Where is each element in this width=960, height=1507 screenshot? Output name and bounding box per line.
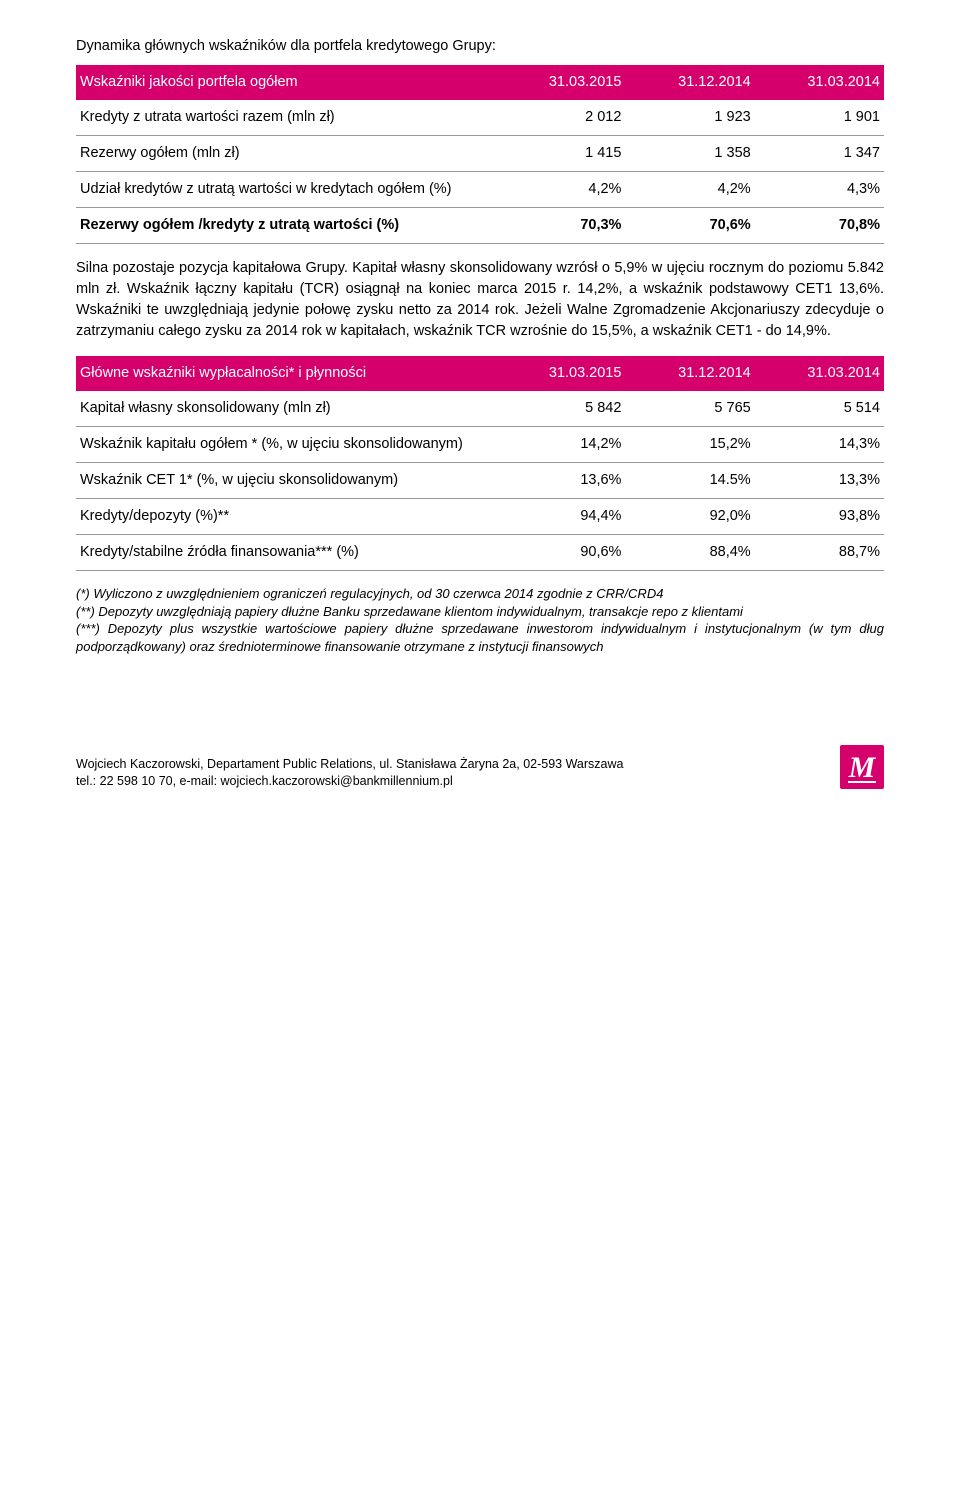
row-value: 90,6% [496, 535, 625, 571]
row-value: 1 347 [755, 136, 884, 172]
row-label: Kredyty/depozyty (%)** [76, 499, 496, 535]
row-value: 5 514 [755, 391, 884, 427]
footnote: (**) Depozyty uwzględniają papiery dłużn… [76, 603, 884, 621]
col-header: 31.03.2015 [496, 356, 625, 391]
col-header: 31.12.2014 [625, 356, 754, 391]
col-header: 31.03.2014 [755, 356, 884, 391]
table-row: Kredyty z utrata wartości razem (mln zł)… [76, 100, 884, 136]
row-value: 5 842 [496, 391, 625, 427]
row-value: 4,2% [625, 172, 754, 208]
row-value: 1 901 [755, 100, 884, 136]
col-header: 31.03.2014 [755, 65, 884, 100]
row-label: Udział kredytów z utratą wartości w kred… [76, 172, 496, 208]
row-value: 92,0% [625, 499, 754, 535]
row-value: 1 923 [625, 100, 754, 136]
row-value: 94,4% [496, 499, 625, 535]
col-header: 31.12.2014 [625, 65, 754, 100]
table-header-row: Główne wskaźniki wypłacalności* i płynno… [76, 356, 884, 391]
row-value: 2 012 [496, 100, 625, 136]
logo-underline [848, 781, 876, 783]
page-footer: Wojciech Kaczorowski, Departament Public… [76, 745, 884, 789]
row-value: 13,6% [496, 463, 625, 499]
footer-line: Wojciech Kaczorowski, Departament Public… [76, 756, 623, 773]
row-label: Rezerwy ogółem (mln zł) [76, 136, 496, 172]
footnote: (***) Depozyty plus wszystkie wartościow… [76, 620, 884, 655]
row-value: 14.5% [625, 463, 754, 499]
row-value: 14,3% [755, 427, 884, 463]
footer-line: tel.: 22 598 10 70, e-mail: wojciech.kac… [76, 773, 623, 790]
table-header-row: Wskaźniki jakości portfela ogółem 31.03.… [76, 65, 884, 100]
row-value: 88,7% [755, 535, 884, 571]
col-header: Wskaźniki jakości portfela ogółem [76, 65, 496, 100]
row-value: 70,8% [755, 208, 884, 244]
row-label: Wskaźnik CET 1* (%, w ujęciu skonsolidow… [76, 463, 496, 499]
row-value: 4,3% [755, 172, 884, 208]
col-header: 31.03.2015 [496, 65, 625, 100]
row-value: 88,4% [625, 535, 754, 571]
table-row: Rezerwy ogółem (mln zł)1 4151 3581 347 [76, 136, 884, 172]
quality-indicators-table: Wskaźniki jakości portfela ogółem 31.03.… [76, 65, 884, 244]
table-row: Kredyty/depozyty (%)**94,4%92,0%93,8% [76, 499, 884, 535]
solvency-liquidity-table: Główne wskaźniki wypłacalności* i płynno… [76, 356, 884, 571]
footer-contact: Wojciech Kaczorowski, Departament Public… [76, 756, 623, 790]
row-value: 5 765 [625, 391, 754, 427]
millennium-logo-icon: M [840, 745, 884, 789]
row-value: 1 358 [625, 136, 754, 172]
table-row: Wskaźnik kapitału ogółem * (%, w ujęciu … [76, 427, 884, 463]
row-value: 70,6% [625, 208, 754, 244]
intro-paragraph: Dynamika głównych wskaźników dla portfel… [76, 36, 884, 57]
table-row: Kredyty/stabilne źródła finansowania*** … [76, 535, 884, 571]
row-value: 4,2% [496, 172, 625, 208]
footnote: (*) Wyliczono z uwzględnieniem ogranicze… [76, 585, 884, 603]
row-value: 14,2% [496, 427, 625, 463]
row-label: Wskaźnik kapitału ogółem * (%, w ujęciu … [76, 427, 496, 463]
table2-body: Kapitał własny skonsolidowany (mln zł)5 … [76, 391, 884, 571]
row-value: 1 415 [496, 136, 625, 172]
row-value: 93,8% [755, 499, 884, 535]
table-row: Wskaźnik CET 1* (%, w ujęciu skonsolidow… [76, 463, 884, 499]
row-label: Rezerwy ogółem /kredyty z utratą wartośc… [76, 208, 496, 244]
table-row: Udział kredytów z utratą wartości w kred… [76, 172, 884, 208]
row-label: Kapitał własny skonsolidowany (mln zł) [76, 391, 496, 427]
table-row: Kapitał własny skonsolidowany (mln zł)5 … [76, 391, 884, 427]
row-label: Kredyty/stabilne źródła finansowania*** … [76, 535, 496, 571]
footnotes: (*) Wyliczono z uwzględnieniem ogranicze… [76, 585, 884, 655]
row-label: Kredyty z utrata wartości razem (mln zł) [76, 100, 496, 136]
row-value: 15,2% [625, 427, 754, 463]
table1-body: Kredyty z utrata wartości razem (mln zł)… [76, 100, 884, 244]
col-header: Główne wskaźniki wypłacalności* i płynno… [76, 356, 496, 391]
body-paragraph: Silna pozostaje pozycja kapitałowa Grupy… [76, 258, 884, 342]
row-value: 70,3% [496, 208, 625, 244]
table-row: Rezerwy ogółem /kredyty z utratą wartośc… [76, 208, 884, 244]
row-value: 13,3% [755, 463, 884, 499]
